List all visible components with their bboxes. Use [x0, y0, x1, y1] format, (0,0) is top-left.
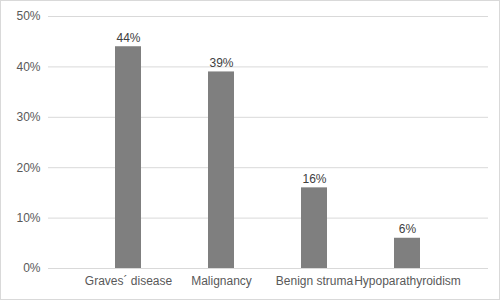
- svg-text:0%: 0%: [23, 261, 41, 275]
- svg-text:20%: 20%: [16, 161, 40, 175]
- svg-text:16%: 16%: [302, 172, 326, 186]
- svg-text:Graves´ disease: Graves´ disease: [85, 274, 173, 288]
- svg-text:30%: 30%: [16, 110, 40, 124]
- svg-text:39%: 39%: [209, 56, 233, 70]
- svg-text:44%: 44%: [116, 31, 140, 45]
- svg-text:50%: 50%: [16, 9, 40, 23]
- svg-text:Benign struma: Benign struma: [276, 274, 354, 288]
- svg-text:Hypoparathyroidism: Hypoparathyroidism: [354, 274, 461, 288]
- svg-text:6%: 6%: [399, 222, 417, 236]
- svg-text:10%: 10%: [16, 211, 40, 225]
- svg-text:Malignancy: Malignancy: [191, 274, 252, 288]
- svg-text:40%: 40%: [16, 60, 40, 74]
